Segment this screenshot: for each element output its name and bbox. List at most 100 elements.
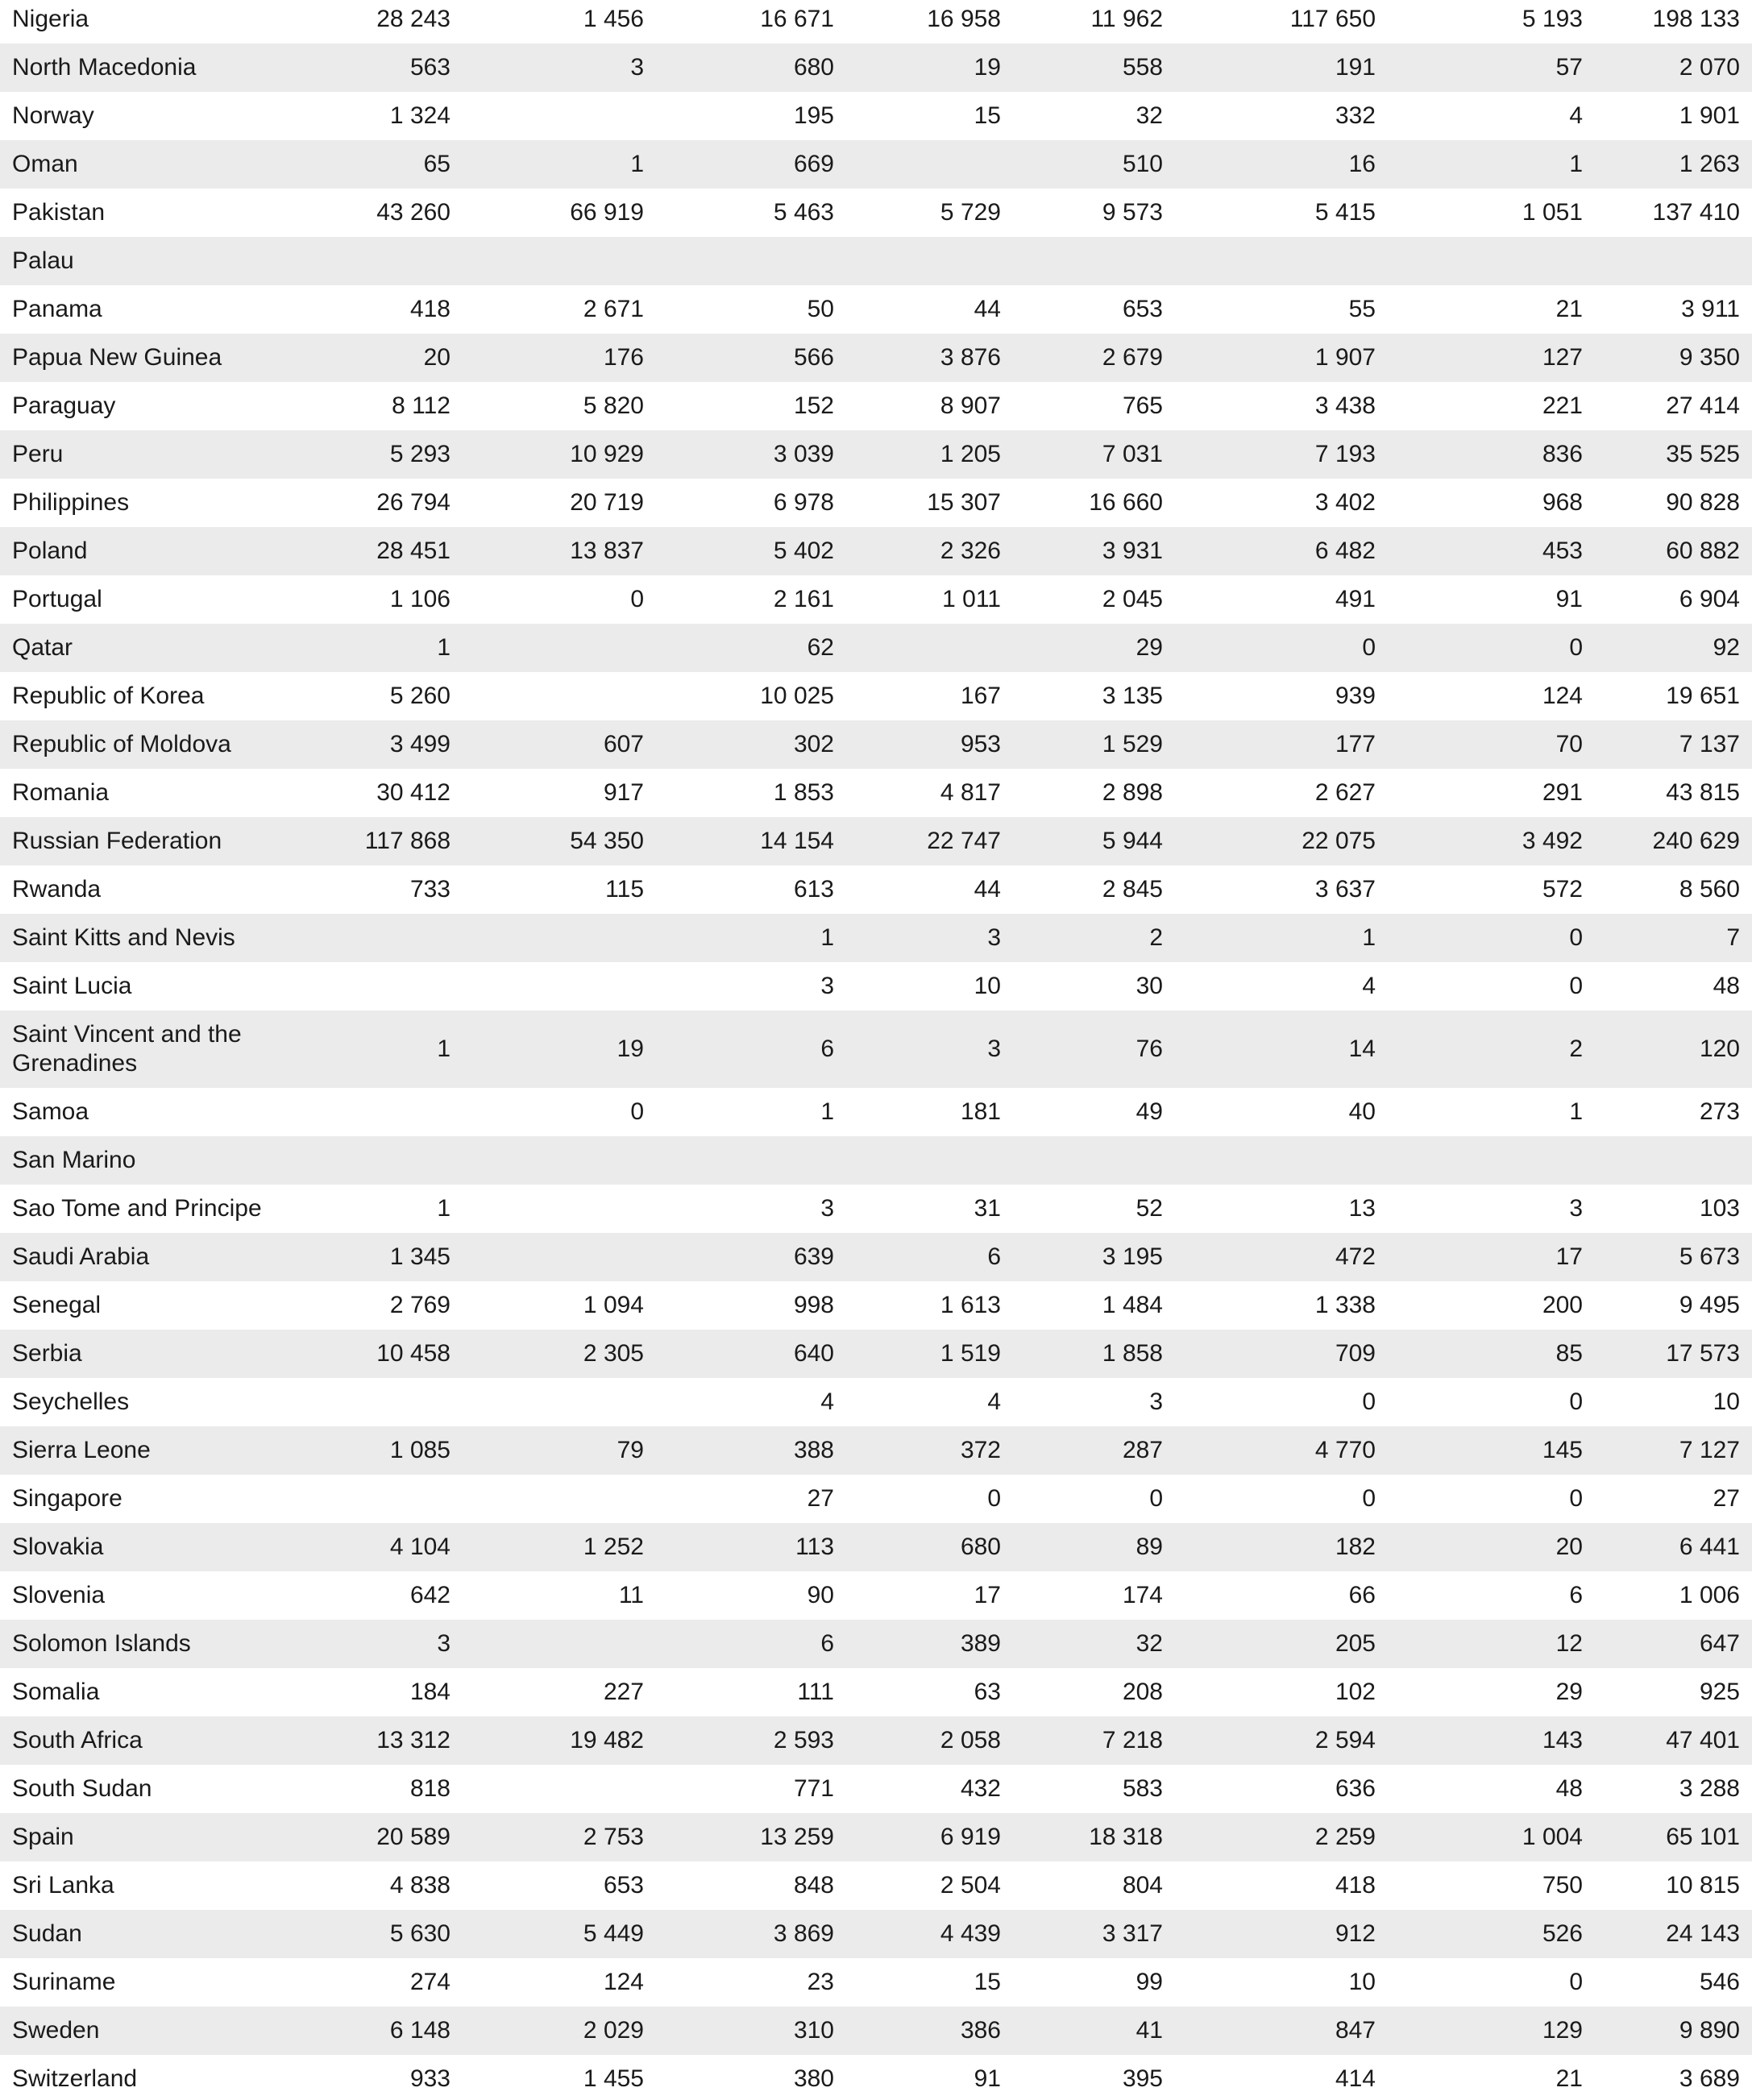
value-cell: 1 <box>820 924 834 951</box>
value-cell: 44 <box>974 876 1001 903</box>
value-cell: 117 650 <box>1289 6 1376 32</box>
value-cell: 55 <box>1348 296 1376 322</box>
country-cell: Sri Lanka <box>12 1872 114 1899</box>
value-cell <box>459 1185 652 1233</box>
table-row: Russian Federation 117 868 54 350 14 154 22 … <box>0 817 1752 865</box>
value-cell: 0 <box>1569 1388 1583 1415</box>
value-cell: 17 <box>1555 1243 1583 1270</box>
table-row: Pakistan 43 260 66 919 5 463 5 729 9 573 5 415… <box>0 189 1752 237</box>
country-cell: Oman <box>12 151 78 177</box>
value-cell: 7 137 <box>1679 731 1740 757</box>
value-cell <box>459 624 652 672</box>
value-cell: 3 <box>820 973 834 999</box>
value-cell: 3 135 <box>1102 683 1163 709</box>
table-row: Norway 1 324 195 15 32 332 4 1 901 <box>0 92 1752 140</box>
value-cell: 0 <box>1569 1969 1583 1995</box>
country-cell: Spain <box>12 1824 74 1850</box>
value-cell: 30 412 <box>376 779 450 806</box>
value-cell: 48 <box>1713 973 1740 999</box>
value-cell: 472 <box>1335 1243 1376 1270</box>
value-cell: 2 594 <box>1314 1727 1376 1753</box>
value-cell: 1 263 <box>1679 151 1740 177</box>
value-cell: 6 <box>820 1630 834 1657</box>
value-cell: 66 919 <box>570 199 644 226</box>
value-cell: 2 898 <box>1102 779 1163 806</box>
table-row: Singapore 27 0 0 0 0 27 <box>0 1475 1752 1523</box>
value-cell: 15 <box>974 102 1001 129</box>
table-row: Saint Vincent and the Grenadines 1 19 6 3 76 1… <box>0 1011 1752 1088</box>
value-cell: 4 770 <box>1314 1437 1376 1463</box>
value-cell: 30 <box>1135 973 1163 999</box>
country-cell: Seychelles <box>12 1388 130 1415</box>
value-cell: 0 <box>630 1098 644 1125</box>
value-cell: 7 <box>1726 924 1740 951</box>
value-cell: 1 006 <box>1679 1582 1740 1608</box>
value-cell: 302 <box>793 731 834 757</box>
value-cell: 14 <box>1348 1035 1376 1062</box>
value-cell: 453 <box>1542 537 1583 564</box>
value-cell: 182 <box>1335 1533 1376 1560</box>
value-cell <box>1591 237 1752 285</box>
value-cell: 5 449 <box>583 1920 644 1947</box>
value-cell <box>1591 1136 1752 1185</box>
value-cell: 6 978 <box>773 489 834 516</box>
country-cell: Poland <box>12 537 88 564</box>
value-cell: 8 560 <box>1679 876 1740 903</box>
value-cell: 709 <box>1335 1340 1376 1367</box>
value-cell: 65 101 <box>1666 1824 1740 1850</box>
table-row: Saint Lucia 3 10 30 4 0 48 <box>0 962 1752 1011</box>
value-cell <box>278 962 459 1011</box>
value-cell: 563 <box>409 54 450 81</box>
value-cell: 13 <box>1348 1195 1376 1222</box>
value-cell: 9 350 <box>1679 344 1740 371</box>
value-cell: 10 <box>1348 1969 1376 1995</box>
value-cell: 0 <box>1569 634 1583 661</box>
table-row: Papua New Guinea 20 176 566 3 876 2 679 1 907 1… <box>0 334 1752 382</box>
value-cell <box>1171 237 1384 285</box>
value-cell: 32 <box>1135 102 1163 129</box>
value-cell: 18 318 <box>1089 1824 1163 1850</box>
value-cell: 9 573 <box>1102 199 1163 226</box>
value-cell: 5 293 <box>389 441 450 467</box>
value-cell: 174 <box>1122 1582 1163 1608</box>
value-cell: 640 <box>793 1340 834 1367</box>
value-cell: 10 025 <box>760 683 834 709</box>
value-cell: 0 <box>1569 1485 1583 1512</box>
value-cell <box>652 237 842 285</box>
value-cell: 124 <box>603 1969 644 1995</box>
value-cell: 388 <box>793 1437 834 1463</box>
value-cell: 2 045 <box>1102 586 1163 612</box>
value-cell: 3 <box>630 54 644 81</box>
value-cell: 41 <box>1135 2017 1163 2044</box>
value-cell: 16 671 <box>760 6 834 32</box>
value-cell: 653 <box>1122 296 1163 322</box>
value-cell: 680 <box>793 54 834 81</box>
value-cell: 5 944 <box>1102 828 1163 854</box>
country-cell: North Macedonia <box>12 54 197 81</box>
table-row: Serbia 10 458 2 305 640 1 519 1 858 709 85 17 57… <box>0 1330 1752 1378</box>
value-cell: 44 <box>974 296 1001 322</box>
value-cell: 17 573 <box>1666 1340 1740 1367</box>
table-row: Sierra Leone 1 085 79 388 372 287 4 770 145 7 12… <box>0 1426 1752 1475</box>
value-cell: 6 482 <box>1314 537 1376 564</box>
country-cell: Serbia <box>12 1340 82 1367</box>
value-cell: 639 <box>793 1243 834 1270</box>
value-cell: 143 <box>1542 1727 1583 1753</box>
value-cell: 29 <box>1555 1679 1583 1705</box>
value-cell: 200 <box>1542 1292 1583 1318</box>
value-cell <box>459 92 652 140</box>
value-cell <box>459 1233 652 1281</box>
value-cell <box>842 1136 1009 1185</box>
value-cell: 15 <box>974 1969 1001 1995</box>
value-cell: 49 <box>1135 1098 1163 1125</box>
value-cell: 1 051 <box>1522 199 1583 226</box>
value-cell: 491 <box>1335 586 1376 612</box>
value-cell: 395 <box>1122 2065 1163 2092</box>
country-cell: South Sudan <box>12 1775 152 1802</box>
table-row: Slovenia 642 11 90 17 174 66 6 1 006 <box>0 1571 1752 1620</box>
value-cell <box>278 914 459 962</box>
value-cell: 2 070 <box>1679 54 1740 81</box>
country-cell: Sao Tome and Principe <box>12 1195 262 1222</box>
value-cell: 310 <box>793 2017 834 2044</box>
